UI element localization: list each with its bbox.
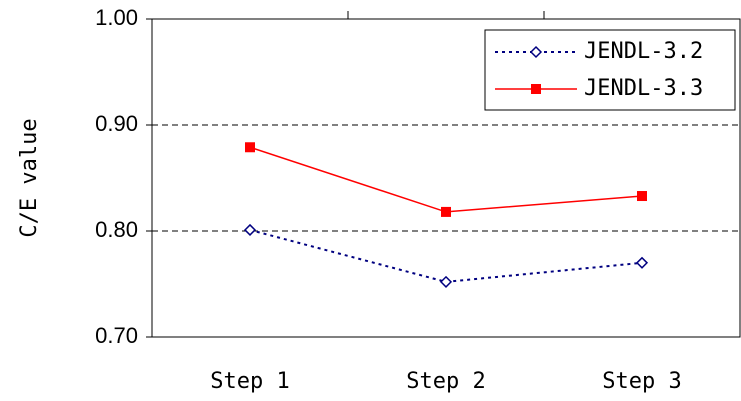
- point: [243, 223, 257, 237]
- y-tick-label: 0.90: [95, 111, 138, 136]
- x-tick-label: Step 1: [210, 369, 289, 394]
- point: [637, 191, 647, 202]
- series-line: [249, 146, 643, 213]
- legend-box: [484, 29, 736, 111]
- point: [245, 142, 255, 153]
- y-axis-label: C/E value: [17, 118, 42, 237]
- point: [529, 45, 543, 59]
- point: [531, 84, 541, 94]
- point: [441, 206, 451, 217]
- plot-frame: [151, 18, 741, 338]
- y-tick-label: 0.80: [95, 217, 138, 242]
- x-tick-label: Step 2: [406, 369, 485, 394]
- legend-label: JENDL-3.3: [584, 76, 703, 101]
- point: [439, 275, 453, 288]
- series-line: [249, 228, 643, 283]
- point: [635, 256, 649, 269]
- x-tick-label: Step 3: [602, 369, 681, 394]
- y-tick-label: 0.70: [95, 323, 138, 348]
- y-tick-label: 1.00: [95, 5, 138, 30]
- legend-label: JENDL-3.2: [584, 39, 703, 64]
